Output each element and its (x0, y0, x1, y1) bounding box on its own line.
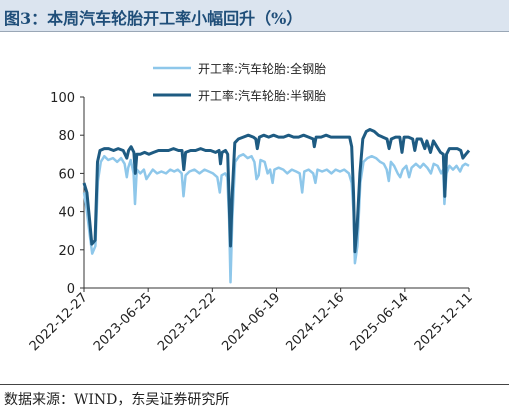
y-tick-label: 40 (58, 206, 75, 221)
y-tick-label: 60 (58, 167, 75, 182)
y-tick-label: 0 (67, 282, 75, 297)
legend-label: 开工率:汽车轮胎:半钢胎 (198, 88, 326, 103)
x-tick-label: 2023-06-25 (91, 290, 155, 354)
legend-label: 开工率:汽车轮胎:全钢胎 (198, 61, 326, 76)
y-tick-label: 100 (50, 91, 75, 106)
x-tick-label: 2025-12-11 (412, 290, 476, 354)
series-line-full-steel (82, 153, 470, 284)
source-divider (0, 384, 509, 385)
x-tick-label: 2023-12-22 (155, 290, 219, 354)
figure-title: 图3：本周汽车轮胎开工率小幅回升（%） (4, 9, 303, 28)
title-band (0, 0, 509, 32)
x-tick-label: 2025-06-14 (348, 290, 412, 354)
y-tick-label: 20 (58, 244, 75, 259)
x-tick-label: 2024-06-19 (219, 290, 283, 354)
x-tick-label: 2022-12-27 (27, 290, 91, 354)
series-line-semi-steel (82, 128, 471, 254)
source-note: 数据来源：WIND，东吴证券研究所 (4, 392, 230, 408)
y-tick-label: 80 (58, 129, 75, 144)
x-tick-label: 2024-12-16 (283, 290, 347, 354)
line-chart: 0 20 40 60 80 100 2022-12-27 2023-06-25 2023-12-… (27, 61, 476, 354)
